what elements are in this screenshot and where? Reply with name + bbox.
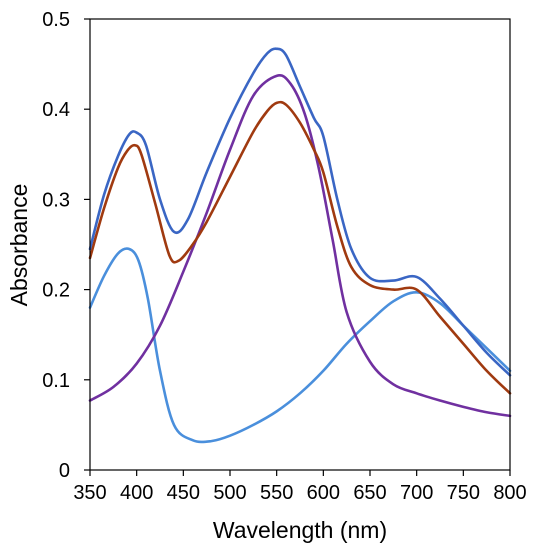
y-tick-label: 0.1 [42,370,70,392]
x-tick-label: 450 [167,482,200,504]
y-tick-label: 0.4 [42,99,70,121]
x-tick-label: 500 [213,482,246,504]
ticks-layer [84,18,511,476]
series-line-2 [88,74,512,418]
x-axis-title: Wavelength (nm) [213,517,387,543]
x-tick-label: 550 [260,482,293,504]
series-line-1 [88,247,512,444]
plot-frame [89,18,511,471]
y-axis-title: Absorbance [6,184,32,307]
x-tick-label: 700 [400,482,433,504]
x-tick-label: 750 [447,482,480,504]
x-tick-label: 650 [353,482,386,504]
x-tick-label: 600 [307,482,340,504]
x-tick-label: 400 [120,482,153,504]
y-tick-label: 0.3 [42,189,70,211]
x-tick-label: 350 [73,482,106,504]
series-layer [88,47,512,444]
y-tick-label: 0.2 [42,280,70,302]
y-tick-label: 0 [59,460,70,482]
series-line-4 [88,47,512,377]
y-tick-label: 0.5 [42,9,70,31]
tick-labels-layer: 350 400 450 500 550 600 650 700 750 800 0 0.1 0.2 0.3… [42,9,527,504]
x-tick-label: 800 [493,482,526,504]
series-line-3 [88,100,512,395]
